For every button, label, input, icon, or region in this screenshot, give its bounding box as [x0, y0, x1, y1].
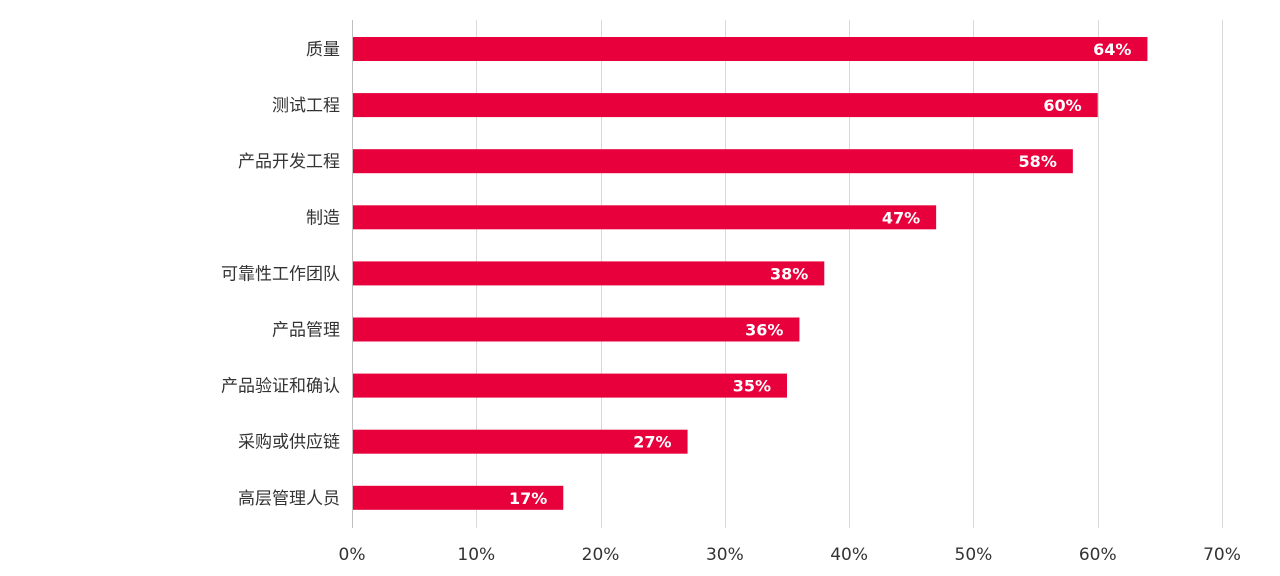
bar	[353, 93, 1098, 118]
value-label: 17%	[509, 489, 547, 508]
value-label: 35%	[733, 377, 771, 396]
bar	[353, 205, 937, 230]
category-label: 采购或供应链	[238, 433, 340, 453]
bar	[353, 485, 564, 510]
x-tick-label: 30%	[706, 545, 744, 565]
category-label: 制造	[306, 208, 340, 228]
value-labels: 64% 60% 58% 47% 38% 36% 35% 27% 17%	[509, 40, 1131, 508]
bar	[353, 373, 787, 398]
value-label: 38%	[770, 264, 808, 283]
category-label: 产品验证和确认	[221, 377, 340, 397]
x-tick-label: 50%	[955, 545, 993, 565]
x-tick-label: 40%	[830, 545, 868, 565]
value-label: 27%	[633, 433, 671, 452]
x-axis-tick-labels: 0% 10% 20% 30% 40% 50% 60% 70%	[339, 545, 1241, 565]
x-tick-label: 10%	[457, 545, 495, 565]
category-label: 高层管理人员	[238, 489, 340, 509]
bar	[353, 317, 800, 342]
category-label: 可靠性工作团队	[221, 264, 340, 284]
value-label: 60%	[1043, 96, 1081, 115]
x-tick-label: 60%	[1079, 545, 1117, 565]
value-label: 36%	[745, 321, 783, 340]
category-label: 产品管理	[272, 321, 340, 341]
x-tick-label: 20%	[582, 545, 620, 565]
x-tick-label: 0%	[339, 545, 366, 565]
bar	[353, 429, 688, 454]
value-label: 64%	[1093, 40, 1131, 59]
bars	[353, 37, 1148, 510]
category-label: 质量	[306, 40, 340, 60]
bar	[353, 37, 1148, 61]
value-label: 58%	[1019, 152, 1057, 171]
category-labels: 质量测试工程产品开发工程制造可靠性工作团队产品管理产品验证和确认采购或供应链高层…	[221, 40, 340, 509]
bar	[353, 261, 825, 286]
category-label: 测试工程	[272, 96, 340, 116]
bar	[353, 149, 1073, 174]
category-label: 产品开发工程	[238, 152, 340, 172]
x-tick-label: 70%	[1203, 545, 1241, 565]
value-label: 47%	[882, 208, 920, 227]
